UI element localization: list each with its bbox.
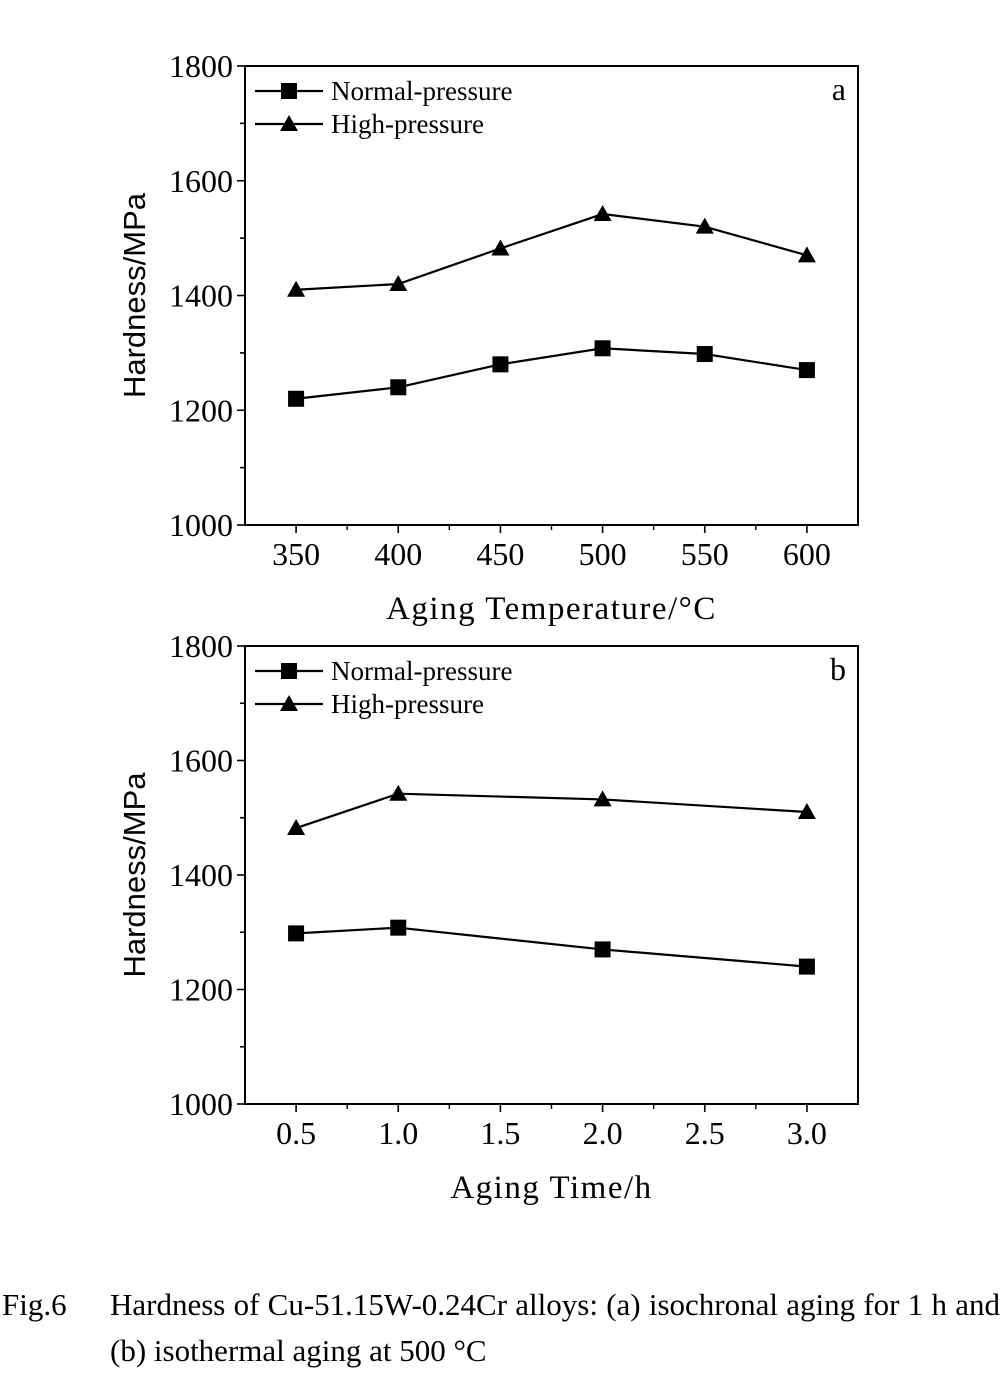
square-marker <box>281 663 297 679</box>
y-axis-label: Hardness/MPa <box>117 772 152 978</box>
x-tick-label: 2.5 <box>685 1115 725 1151</box>
series-line-2 <box>296 212 808 291</box>
legend-label: Normal-pressure <box>331 656 512 686</box>
x-tick-label: 600 <box>783 536 831 572</box>
square-marker <box>594 340 611 357</box>
legend-label: Normal-pressure <box>331 76 512 106</box>
panel-label: a <box>832 71 846 107</box>
legend-label: High-pressure <box>331 109 484 139</box>
y-tick-label: 1400 <box>169 278 233 314</box>
y-tick-label: 1200 <box>169 392 233 428</box>
x-tick-label: 400 <box>374 536 422 572</box>
y-tick-label: 1000 <box>169 1086 233 1122</box>
square-marker <box>281 83 297 99</box>
triangle-marker <box>593 205 612 222</box>
triangle-marker <box>389 784 408 801</box>
legend-label: High-pressure <box>331 689 484 719</box>
x-tick-label: 350 <box>272 536 320 572</box>
triangle-marker <box>389 275 408 292</box>
x-tick-label: 3.0 <box>787 1115 827 1151</box>
x-tick-label: 2.0 <box>583 1115 623 1151</box>
series-line-1 <box>295 347 808 400</box>
x-tick-label: 0.5 <box>276 1115 316 1151</box>
y-tick-label: 1800 <box>169 628 233 664</box>
square-marker <box>390 379 407 396</box>
y-tick-label: 1400 <box>169 857 233 893</box>
triangle-marker <box>491 239 510 256</box>
chart-panel-b: 1000 1200 1400 1600 1800 0.5 1.0 1.5 2.0 2.5 3.0 Ag… <box>117 628 859 1206</box>
square-marker <box>288 390 305 407</box>
panel-label: b <box>830 651 846 687</box>
x-tick-label: 450 <box>476 536 524 572</box>
y-tick-label: 1600 <box>169 743 233 779</box>
square-marker <box>798 958 815 975</box>
x-tick-label: 500 <box>579 536 627 572</box>
square-marker <box>696 346 713 363</box>
square-marker <box>492 356 509 373</box>
chart-panel-a: 1000 1200 1400 1600 1800 350 400 450 500 550 600 Ag… <box>117 48 859 627</box>
square-marker <box>288 925 305 942</box>
x-tick-label: 550 <box>681 536 729 572</box>
caption-number: Fig.6 <box>2 1287 67 1322</box>
x-axis-label: Aging Time/h <box>450 1170 652 1206</box>
y-tick-label: 1000 <box>169 507 233 543</box>
triangle-marker <box>280 695 298 711</box>
y-tick-label: 1600 <box>169 163 233 199</box>
series-line-2 <box>295 792 807 830</box>
y-axis-label: Hardness/MPa <box>117 192 152 398</box>
y-tick-label: 1800 <box>169 48 233 84</box>
x-tick-label: 1.5 <box>480 1115 520 1151</box>
triangle-marker <box>695 217 714 234</box>
square-marker <box>594 941 611 958</box>
x-axis-label: Aging Temperature/°C <box>386 591 717 627</box>
triangle-marker <box>287 280 306 297</box>
x-tick-label: 1.0 <box>378 1115 418 1151</box>
triangle-marker <box>797 246 816 263</box>
triangle-marker <box>287 819 306 836</box>
triangle-marker <box>593 790 612 807</box>
series-line-1 <box>296 926 808 968</box>
y-tick-label: 1200 <box>169 972 233 1008</box>
caption-text: Hardness of Cu-51.15W-0.24Cr alloys: (a)… <box>110 1287 1000 1368</box>
triangle-marker <box>280 115 298 131</box>
square-marker <box>798 362 815 379</box>
triangle-marker <box>797 803 816 820</box>
square-marker <box>390 919 407 936</box>
